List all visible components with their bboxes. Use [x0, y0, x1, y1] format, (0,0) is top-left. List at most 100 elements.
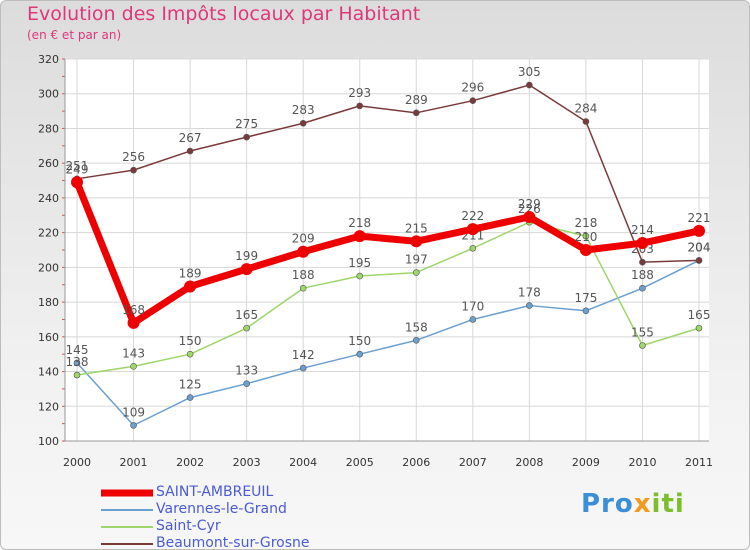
data-point-saint-ambreuil [579, 244, 592, 256]
data-label-saint-cyr: 138 [66, 355, 89, 369]
x-tick-label: 2002 [176, 456, 204, 469]
x-tick-label: 2003 [233, 456, 261, 469]
data-point-varennes-le-grand [186, 394, 194, 401]
data-label-saint-cyr: 155 [631, 326, 654, 340]
chart-subtitle: (en € et par an) [27, 28, 122, 42]
data-point-saint-cyr [356, 272, 364, 280]
x-tick-label: 2001 [120, 456, 148, 469]
y-tick-label: 280 [38, 122, 59, 135]
data-point-beaumont-sur-grosne [356, 102, 364, 110]
data-point-saint-cyr [73, 371, 81, 379]
data-label-saint-ambreuil: 229 [518, 197, 541, 211]
data-label-saint-cyr: 195 [348, 256, 371, 270]
data-point-saint-ambreuil [693, 224, 705, 237]
logo-part-1: Pro [581, 489, 634, 519]
x-tick-label: 2005 [346, 456, 374, 469]
data-label-beaumont-sur-grosne: 267 [179, 131, 202, 145]
y-tick-label: 220 [38, 227, 59, 240]
data-point-varennes-le-grand [526, 302, 533, 309]
data-point-saint-cyr [412, 269, 420, 276]
data-label-varennes-le-grand: 204 [688, 240, 711, 254]
data-point-saint-cyr [695, 324, 703, 332]
legend-item-varennes-le-grand: Varennes-le-Grand [101, 501, 361, 518]
series-line-saint-ambreuil [73, 178, 703, 327]
data-point-saint-cyr [186, 350, 194, 358]
data-point-beaumont-sur-grosne [186, 147, 194, 155]
data-point-beaumont-sur-grosne [695, 257, 703, 264]
data-label-saint-ambreuil: 218 [348, 216, 371, 230]
chart-legend: SAINT-AMBREUIL Varennes-le-Grand Saint-Cyr… [101, 484, 361, 549]
data-label-saint-cyr: 197 [405, 253, 428, 267]
data-point-saint-ambreuil [410, 235, 423, 248]
data-label-beaumont-sur-grosne: 289 [405, 93, 428, 107]
data-point-saint-cyr [130, 363, 137, 370]
data-point-beaumont-sur-grosne [526, 81, 533, 89]
legend-label-saint-ambreuil: SAINT-AMBREUIL [156, 484, 274, 500]
data-label-beaumont-sur-grosne: 283 [292, 103, 315, 117]
data-point-varennes-le-grand [299, 364, 307, 372]
data-label-varennes-le-grand: 150 [348, 334, 371, 348]
y-tick-label: 320 [38, 53, 59, 66]
legend-swatch-saint-ambreuil [101, 489, 153, 496]
y-tick-label: 260 [38, 157, 59, 170]
legend-label-varennes-le-grand: Varennes-le-Grand [156, 501, 287, 517]
data-point-varennes-le-grand [412, 336, 420, 344]
x-tick-label: 2010 [628, 456, 656, 469]
data-point-beaumont-sur-grosne [639, 258, 646, 266]
x-tick-label: 2000 [63, 456, 91, 469]
data-point-saint-ambreuil [71, 176, 83, 189]
data-label-beaumont-sur-grosne: 284 [574, 102, 597, 116]
data-point-varennes-le-grand [469, 316, 477, 323]
data-point-varennes-le-grand [73, 359, 81, 367]
data-label-saint-cyr: 150 [179, 334, 202, 348]
data-point-varennes-le-grand [582, 307, 590, 315]
data-point-saint-ambreuil [353, 230, 366, 243]
proxiti-logo: Proxiti [581, 489, 685, 519]
data-label-varennes-le-grand: 188 [631, 268, 654, 282]
data-point-beaumont-sur-grosne [130, 166, 137, 174]
y-tick-label: 240 [38, 192, 59, 205]
data-point-saint-ambreuil [127, 316, 140, 329]
data-label-saint-cyr: 218 [574, 216, 597, 230]
y-tick-label: 300 [38, 88, 59, 101]
data-label-varennes-le-grand: 142 [292, 348, 315, 362]
legend-swatch-varennes-le-grand [101, 508, 153, 511]
y-tick-label: 140 [38, 366, 59, 379]
data-label-varennes-le-grand: 125 [179, 378, 202, 392]
data-point-saint-ambreuil [466, 223, 479, 236]
data-label-varennes-le-grand: 170 [461, 299, 484, 313]
data-point-saint-ambreuil [297, 245, 310, 258]
data-label-saint-ambreuil: 189 [179, 266, 202, 280]
data-label-varennes-le-grand: 158 [405, 320, 428, 334]
series-line-varennes-le-grand [76, 259, 700, 427]
logo-part-3: iti [651, 489, 685, 519]
data-label-beaumont-sur-grosne: 296 [461, 81, 484, 95]
data-point-saint-cyr [639, 342, 646, 349]
data-label-varennes-le-grand: 109 [122, 405, 145, 419]
data-point-saint-ambreuil [240, 263, 253, 276]
data-label-saint-cyr: 165 [235, 308, 258, 322]
legend-item-saint-cyr: Saint-Cyr [101, 518, 361, 535]
data-label-saint-ambreuil: 249 [66, 162, 89, 176]
data-point-varennes-le-grand [243, 380, 250, 388]
data-point-beaumont-sur-grosne [299, 119, 307, 127]
x-tick-label: 2007 [459, 456, 487, 469]
series-line-saint-cyr [76, 221, 700, 376]
data-point-saint-cyr [582, 232, 590, 240]
data-point-beaumont-sur-grosne [243, 133, 250, 141]
data-label-saint-ambreuil: 215 [405, 221, 428, 235]
x-tick-label: 2009 [572, 456, 600, 469]
data-label-saint-ambreuil: 221 [688, 211, 711, 225]
data-label-beaumont-sur-grosne: 305 [518, 65, 541, 79]
y-tick-label: 120 [38, 400, 59, 413]
legend-item-saint-ambreuil: SAINT-AMBREUIL [101, 484, 361, 501]
data-label-varennes-le-grand: 133 [235, 364, 258, 378]
y-tick-label: 200 [38, 261, 59, 274]
data-label-beaumont-sur-grosne: 275 [235, 117, 258, 131]
x-tick-label: 2011 [685, 456, 713, 469]
legend-label-saint-cyr: Saint-Cyr [156, 518, 221, 534]
data-point-saint-cyr [243, 324, 250, 332]
data-point-saint-cyr [469, 244, 477, 252]
